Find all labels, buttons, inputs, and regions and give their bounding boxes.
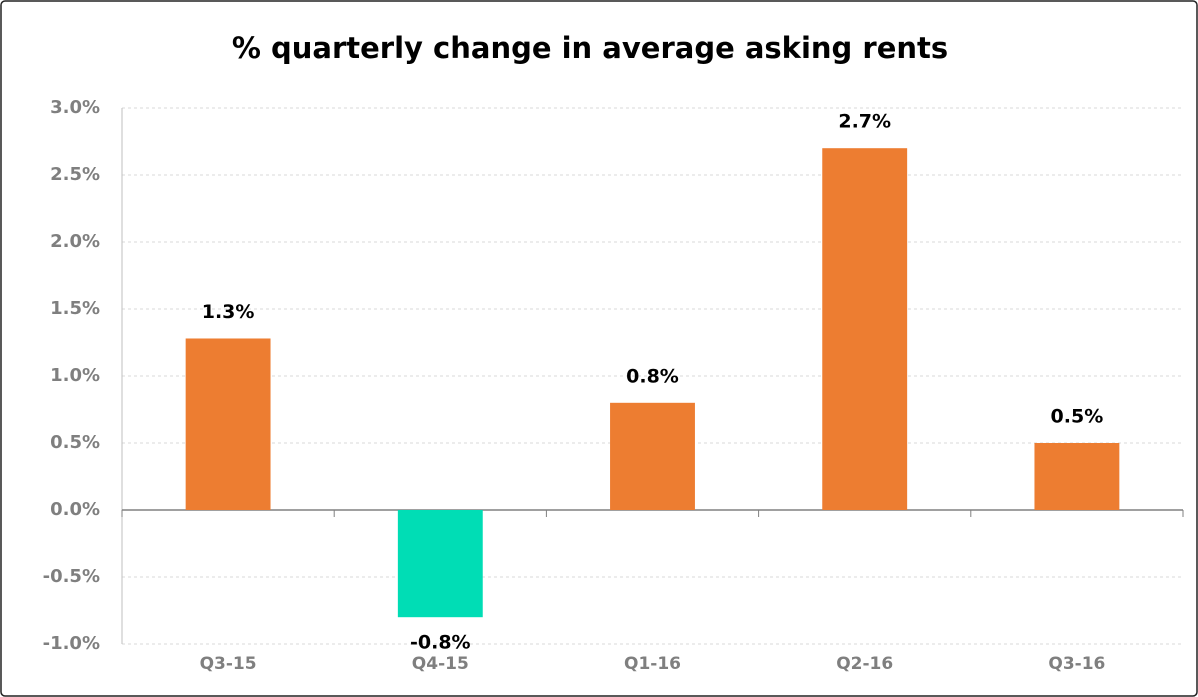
data-label: -0.8% [410, 632, 471, 654]
data-label: 2.7% [838, 111, 891, 133]
bar [610, 402, 695, 510]
y-tick-label: 0.5% [50, 432, 100, 453]
y-tick-label: 3.0% [50, 97, 100, 118]
x-tick-label: Q1-16 [624, 654, 681, 674]
y-tick-label: 1.0% [50, 365, 100, 386]
data-label: 0.8% [626, 365, 679, 387]
y-tick-label: 1.5% [50, 298, 100, 319]
bar [1034, 443, 1120, 510]
y-tick-label: 2.5% [50, 164, 100, 185]
bar [397, 510, 483, 618]
y-tick-label: 0.0% [50, 499, 100, 520]
bar [185, 338, 271, 510]
data-label: 0.5% [1051, 406, 1104, 428]
x-tick-label: Q4-15 [412, 654, 469, 674]
x-tick-label: Q3-15 [200, 654, 257, 674]
chart-title: % quarterly change in average asking ren… [232, 31, 948, 65]
bar [822, 148, 908, 510]
data-label: 1.3% [202, 301, 255, 323]
x-tick-label: Q2-16 [836, 654, 893, 674]
y-tick-label: -0.5% [43, 566, 100, 587]
y-tick-label: -1.0% [43, 633, 100, 654]
y-tick-label: 2.0% [50, 231, 100, 252]
x-tick-label: Q3-16 [1048, 654, 1105, 674]
